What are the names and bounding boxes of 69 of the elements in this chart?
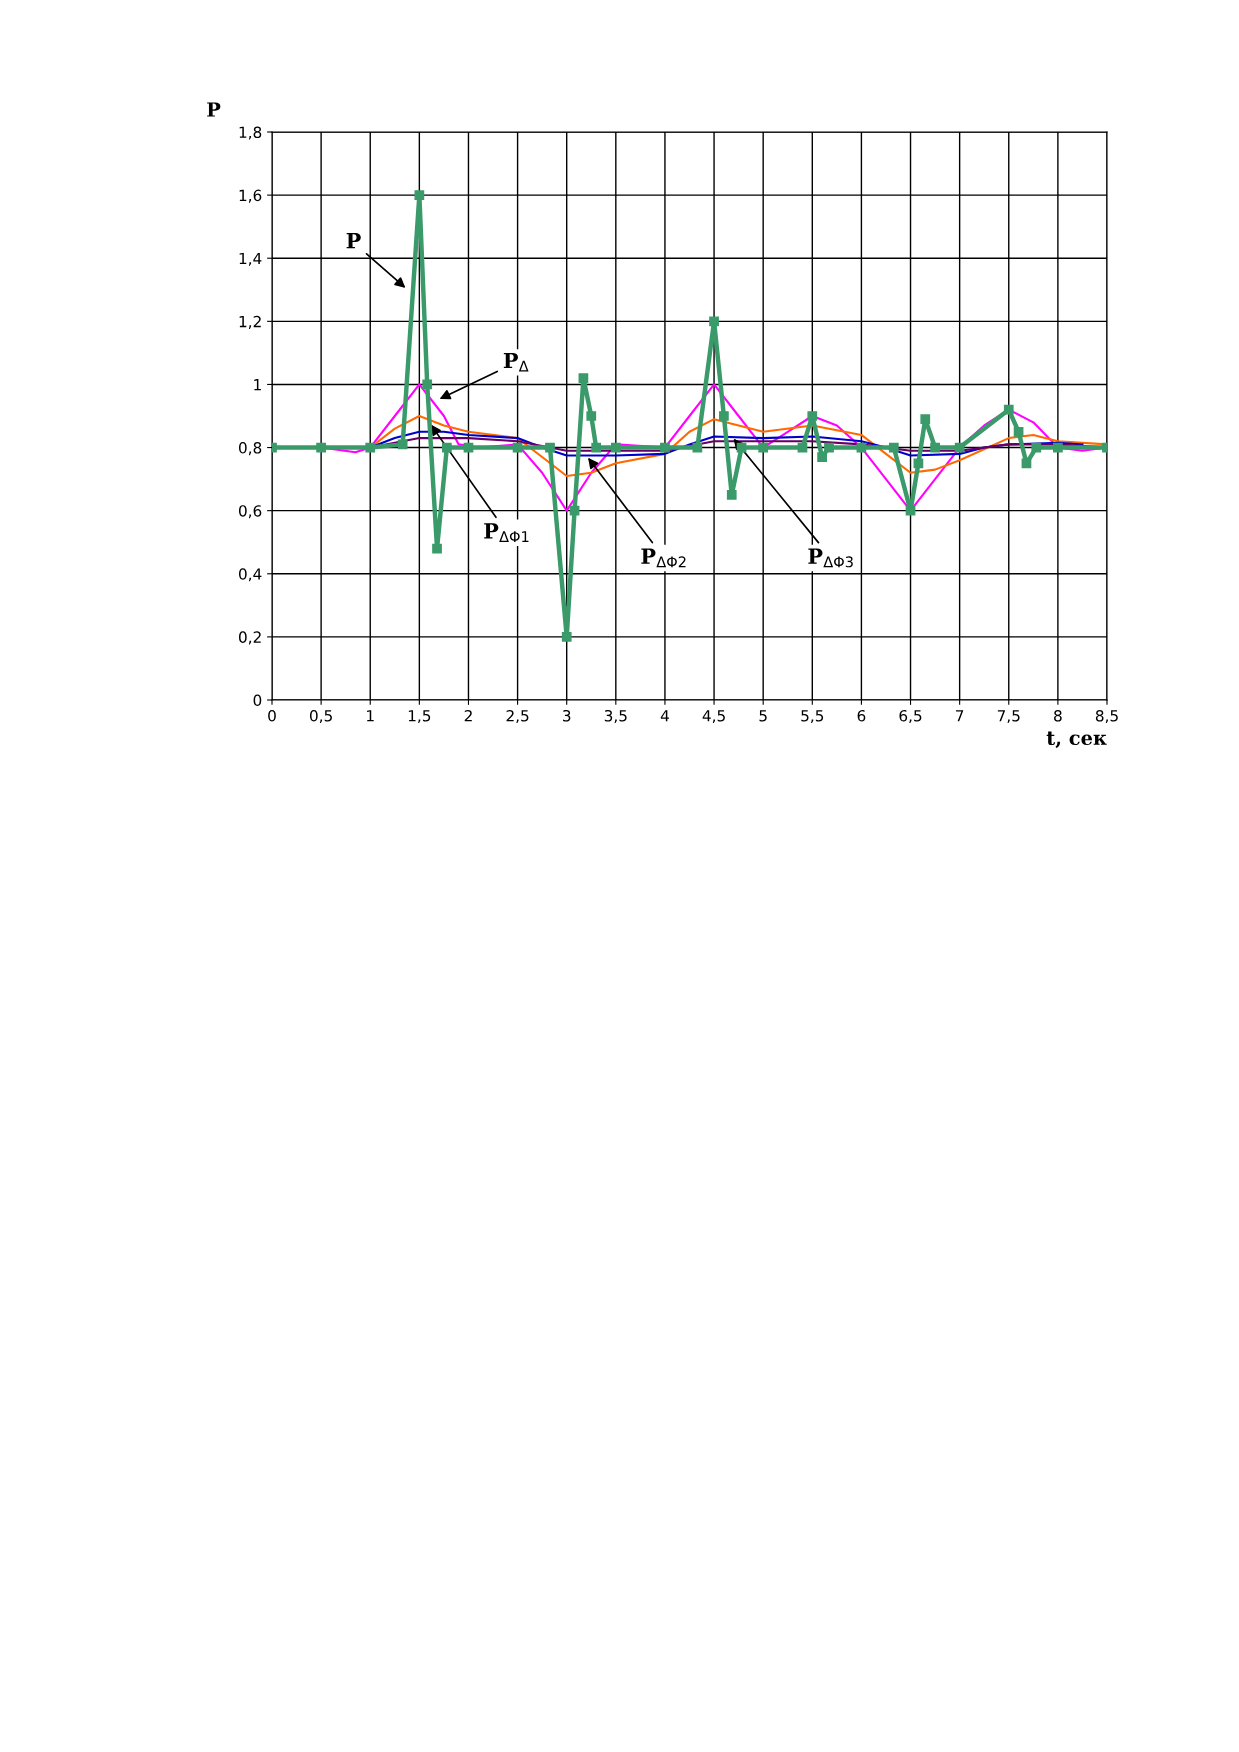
x-tick-label: 3 — [563, 709, 571, 722]
point — [1013, 426, 1024, 437]
point — [422, 379, 433, 390]
x-tick-label: 5,5 — [801, 710, 824, 724]
y-tick-label: 0,6 — [238, 505, 262, 519]
x-tick-label: 8,5 — [1095, 709, 1118, 724]
point — [930, 442, 940, 453]
point — [1031, 442, 1042, 453]
point — [692, 442, 703, 453]
x-tick-label: 2,5 — [506, 709, 529, 724]
x-tick-label: 0,5 — [309, 709, 332, 724]
x-tick-label: 2 — [464, 709, 472, 722]
y-tick-label: 0,2 — [238, 631, 261, 645]
point — [913, 458, 924, 469]
x-tick-label: 7 — [956, 710, 964, 722]
point — [414, 190, 425, 200]
text: P$_{ΔΦ2}$ — [641, 548, 686, 568]
point — [397, 439, 408, 450]
y-tick-label: 1,4 — [239, 252, 262, 266]
y-tick-label: 0,4 — [238, 568, 262, 582]
point — [545, 442, 555, 453]
point — [569, 505, 580, 516]
x-tick-label: 6,5 — [899, 709, 922, 724]
point — [726, 490, 737, 500]
y-tick-label: 0,8 — [238, 442, 262, 456]
point — [610, 442, 621, 453]
point — [1053, 442, 1063, 453]
point — [758, 442, 769, 453]
text: P — [346, 233, 361, 249]
y-tick-label: 1,2 — [239, 315, 261, 329]
point — [1003, 404, 1014, 415]
point — [888, 442, 899, 453]
text: P$_{ΔΦ1}$ — [484, 523, 529, 542]
point — [1021, 458, 1032, 469]
point — [719, 411, 729, 421]
x-axis-title: t, сек — [1046, 731, 1107, 749]
point — [660, 442, 670, 453]
x-tick-label: 3,5 — [604, 709, 627, 724]
x-tick-label: 1,5 — [408, 710, 431, 724]
text: P$_{ΔΦ3}$ — [808, 548, 853, 568]
y-tick-label: 1,6 — [239, 189, 262, 203]
y-tick-label: 1,8 — [239, 126, 262, 140]
x-tick-label: 5 — [759, 710, 767, 722]
x-tick-label: 0 — [268, 709, 276, 722]
y-tick-label: 1 — [254, 379, 261, 391]
x-tick-label: 6 — [857, 709, 866, 722]
point — [709, 316, 719, 327]
point — [824, 442, 834, 453]
x-tick-label: 4,5 — [702, 710, 725, 724]
point — [920, 414, 931, 425]
y-tick-label: 0 — [253, 694, 262, 707]
point — [441, 442, 452, 453]
x-tick-label: 8 — [1054, 709, 1062, 722]
point — [561, 632, 572, 642]
point — [432, 543, 442, 554]
point — [954, 442, 965, 453]
point — [817, 452, 827, 462]
text: P$_{Δ}$ — [503, 352, 529, 372]
point — [807, 411, 818, 421]
x-tick-label: 1 — [367, 710, 374, 722]
point — [586, 411, 597, 421]
point — [591, 442, 602, 453]
point — [365, 442, 376, 453]
point — [905, 505, 916, 516]
y-axis-title: P — [207, 102, 221, 117]
x-tick-label: 7,5 — [997, 710, 1020, 724]
point — [316, 442, 326, 453]
x-tick-label: 4 — [660, 710, 669, 722]
point — [578, 373, 589, 383]
